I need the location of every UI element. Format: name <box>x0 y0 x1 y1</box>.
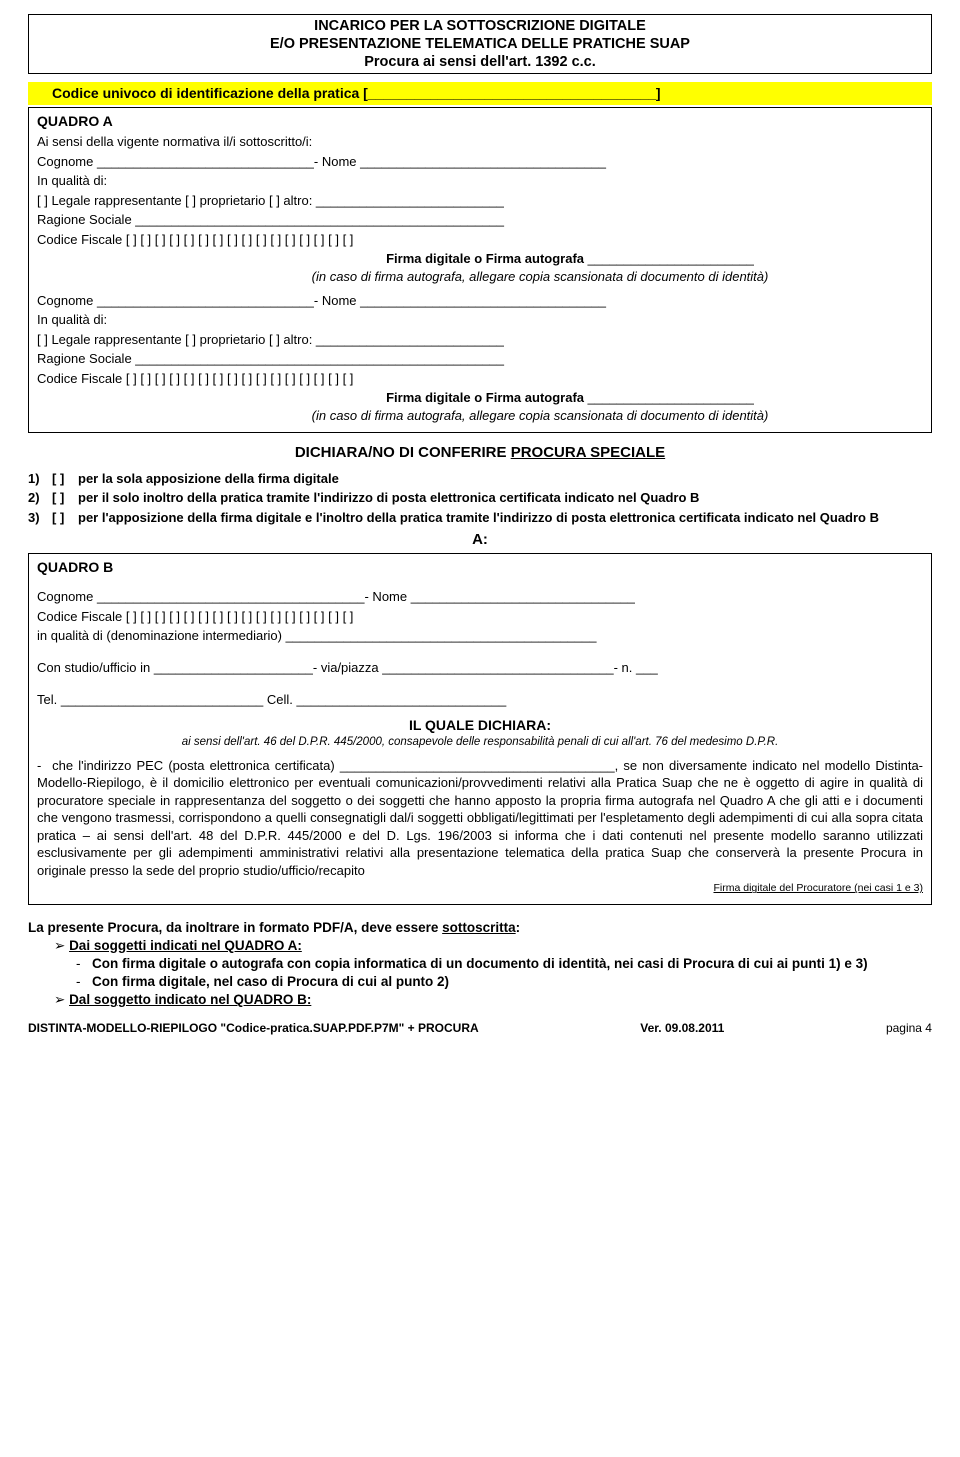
title-box: INCARICO PER LA SOTTOSCRIZIONE DIGITALE … <box>28 14 932 74</box>
ruoli-2: [ ] Legale rappresentante [ ] proprietar… <box>37 331 923 349</box>
options-list: 1) [ ] per la sola apposizione della fir… <box>28 470 932 527</box>
dichiara-text-2: PROCURA SPECIALE <box>511 444 665 461</box>
bottom-intro-3: : <box>516 920 521 935</box>
sublist-b: ➢ Dal soggetto indicato nel QUADRO B: <box>54 991 932 1009</box>
dichiara-paragraph: - che l'indirizzo PEC (posta elettronica… <box>37 757 923 880</box>
ruoli-1: [ ] Legale rappresentante [ ] proprietar… <box>37 192 923 210</box>
b-tel: Tel. ____________________________ Cell. … <box>37 691 923 709</box>
qualita-2: In qualità di: <box>37 311 923 329</box>
opt-1-text: per la sola apposizione della firma digi… <box>78 470 932 488</box>
para-text: che l'indirizzo PEC (posta elettronica c… <box>37 758 923 878</box>
title-line-1: INCARICO PER LA SOTTOSCRIZIONE DIGITALE <box>29 17 931 35</box>
b-intermediario: in qualità di (denominazione intermediar… <box>37 627 923 645</box>
subsub-a1-text: Con firma digitale o autografa con copia… <box>92 955 932 973</box>
document-page: INCARICO PER LA SOTTOSCRIZIONE DIGITALE … <box>0 0 960 1050</box>
para-dash: - <box>37 757 47 775</box>
cognome-nome-1: Cognome ______________________________- … <box>37 153 923 171</box>
footer-mid: Ver. 09.08.2011 <box>640 1020 724 1036</box>
arrow-icon: ➢ <box>54 992 69 1007</box>
option-2: 2) [ ] per il solo inoltro della pratica… <box>28 489 932 507</box>
sublist-b-label: Dal soggetto indicato nel QUADRO B: <box>69 992 311 1007</box>
quale-sub: ai sensi dell'art. 46 del D.P.R. 445/200… <box>37 735 923 751</box>
opt-2-checkbox[interactable]: [ ] <box>52 489 78 507</box>
cf-1: Codice Fiscale [ ] [ ] [ ] [ ] [ ] [ ] [… <box>37 231 923 249</box>
firma-underline-2: _______________________ <box>584 390 754 405</box>
bottom-intro-1: La presente Procura, da inoltrare in for… <box>28 920 442 935</box>
firma-block-1: Firma digitale o Firma autografa _______… <box>217 250 923 268</box>
firma-note-2: (in caso di firma autografa, allegare co… <box>157 407 923 425</box>
page-footer: DISTINTA-MODELLO-RIEPILOGO "Codice-prati… <box>28 1020 932 1036</box>
dichiara-heading: DICHIARA/NO DI CONFERIRE PROCURA SPECIAL… <box>28 443 932 463</box>
quadro-b-box: QUADRO B Cognome _______________________… <box>28 553 932 905</box>
opt-2-text: per il solo inoltro della pratica tramit… <box>78 489 932 507</box>
firma-proc-text: Firma digitale del Procuratore (nei casi… <box>713 882 923 894</box>
option-1: 1) [ ] per la sola apposizione della fir… <box>28 470 932 488</box>
footer-right: pagina 4 <box>886 1020 932 1036</box>
opt-2-num: 2) <box>28 489 52 507</box>
opt-1-checkbox[interactable]: [ ] <box>52 470 78 488</box>
quadro-a-box: QUADRO A Ai sensi della vigente normativ… <box>28 107 932 433</box>
firma-underline-1: _______________________ <box>584 251 754 266</box>
sublist-a: ➢ Dai soggetti indicati nel QUADRO A: <box>54 937 932 955</box>
firma-label-2: Firma digitale o Firma autografa <box>386 390 584 405</box>
subsub-a2-text: Con firma digitale, nel caso di Procura … <box>92 973 932 991</box>
dichiara-text-1: DICHIARA/NO DI CONFERIRE <box>295 444 511 461</box>
bottom-intro-2: sottoscritta <box>442 920 516 935</box>
codice-univoco-bar: Codice univoco di identificazione della … <box>28 82 932 105</box>
footer-left: DISTINTA-MODELLO-RIEPILOGO "Codice-prati… <box>28 1020 479 1036</box>
sublist-a-label: Dai soggetti indicati nel QUADRO A: <box>69 938 302 953</box>
firma-note-1: (in caso di firma autografa, allegare co… <box>157 268 923 286</box>
title-line-3: Procura ai sensi dell'art. 1392 c.c. <box>29 53 931 71</box>
firma-procuratore-note: Firma digitale del Procuratore (nei casi… <box>37 881 923 895</box>
opt-3-num: 3) <box>28 509 52 527</box>
subsub-a1: - Con firma digitale o autografa con cop… <box>76 955 932 973</box>
opt-1-num: 1) <box>28 470 52 488</box>
dash-icon: - <box>76 955 92 973</box>
subsub-a2: - Con firma digitale, nel caso di Procur… <box>76 973 932 991</box>
dash-icon: - <box>76 973 92 991</box>
cf-2: Codice Fiscale [ ] [ ] [ ] [ ] [ ] [ ] [… <box>37 370 923 388</box>
ragione-1: Ragione Sociale ________________________… <box>37 211 923 229</box>
opt-3-checkbox[interactable]: [ ] <box>52 509 78 527</box>
opt-3-text: per l'apposizione della firma digitale e… <box>78 509 932 527</box>
bottom-intro: La presente Procura, da inoltrare in for… <box>28 919 932 937</box>
firma-block-2: Firma digitale o Firma autografa _______… <box>217 389 923 407</box>
center-a-label: A: <box>28 530 932 550</box>
quale-heading: IL QUALE DICHIARA: <box>37 716 923 735</box>
quadro-a-label: QUADRO A <box>37 112 923 131</box>
qualita-1: In qualità di: <box>37 172 923 190</box>
quadro-a-intro: Ai sensi della vigente normativa il/i so… <box>37 133 923 151</box>
cognome-nome-2: Cognome ______________________________- … <box>37 292 923 310</box>
firma-label-1: Firma digitale o Firma autografa <box>386 251 584 266</box>
b-cognome-nome: Cognome ________________________________… <box>37 588 923 606</box>
option-3: 3) [ ] per l'apposizione della firma dig… <box>28 509 932 527</box>
arrow-icon: ➢ <box>54 938 69 953</box>
ragione-2: Ragione Sociale ________________________… <box>37 350 923 368</box>
quadro-b-label: QUADRO B <box>37 558 923 577</box>
bottom-instructions: La presente Procura, da inoltrare in for… <box>28 919 932 1010</box>
b-cf: Codice Fiscale [ ] [ ] [ ] [ ] [ ] [ ] [… <box>37 608 923 626</box>
title-line-2: E/O PRESENTAZIONE TELEMATICA DELLE PRATI… <box>29 35 931 53</box>
b-studio: Con studio/ufficio in __________________… <box>37 659 923 677</box>
